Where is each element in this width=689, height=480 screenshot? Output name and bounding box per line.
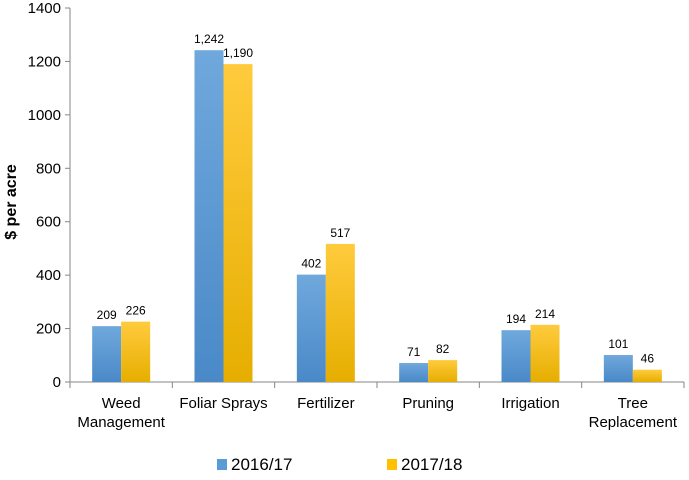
y-tick-label: 800 xyxy=(36,160,61,177)
x-axis: Weed Management Foliar Sprays Fertilizer Pru… xyxy=(77,395,677,431)
legend-swatch xyxy=(387,459,397,470)
bar-2017-18-1 xyxy=(223,64,253,382)
y-axis-label: $ per acre xyxy=(3,164,20,240)
bar-2016-17-2 xyxy=(296,274,326,382)
category-label: Weed xyxy=(102,395,141,412)
y-tick-label: 1000 xyxy=(28,107,61,124)
category-label: Pruning xyxy=(402,395,454,412)
legend-label: 2017/18 xyxy=(401,455,462,474)
data-label: 402 xyxy=(301,257,321,271)
data-labels: 209 1,242 402 71 194 101 226 1,190 517 82 214 46 xyxy=(97,32,655,366)
data-label: 101 xyxy=(608,337,628,351)
bar-2016-17-0 xyxy=(92,326,122,382)
data-label: 82 xyxy=(436,342,450,356)
y-tick-label: 1200 xyxy=(28,53,61,70)
axes xyxy=(69,8,685,388)
bar-2017-18-4 xyxy=(530,324,560,382)
category-label: Tree xyxy=(618,395,648,412)
data-label: 209 xyxy=(97,308,117,322)
legend-swatch xyxy=(217,459,227,470)
bar-2017-18-5 xyxy=(632,369,662,382)
category-label: Replacement xyxy=(589,414,678,431)
bar-2016-17-4 xyxy=(501,330,531,382)
y-tick-label: 1400 xyxy=(28,0,61,17)
bar-2016-17-5 xyxy=(603,355,633,382)
y-tick-label: 200 xyxy=(36,321,61,338)
bar-2016-17-3 xyxy=(399,363,429,382)
y-tick-label: 0 xyxy=(53,374,61,391)
category-label: Fertilizer xyxy=(297,395,355,412)
category-label: Foliar Sprays xyxy=(179,395,267,412)
y-tick-label: 400 xyxy=(36,267,61,284)
y-axis: 0 200 400 600 800 1000 1200 1400 xyxy=(28,0,70,391)
data-label: 1,242 xyxy=(194,32,224,46)
legend: 2016/17 2017/18 xyxy=(217,455,462,474)
legend-label: 2016/17 xyxy=(231,455,292,474)
bar-2017-18-0 xyxy=(121,321,151,382)
bars xyxy=(92,50,662,383)
data-label: 517 xyxy=(330,226,350,240)
category-label: Management xyxy=(77,414,165,431)
bar-2017-18-2 xyxy=(325,243,355,382)
data-label: 214 xyxy=(535,307,555,321)
data-label: 226 xyxy=(126,304,146,318)
category-label: Irrigation xyxy=(501,395,559,412)
data-label: 194 xyxy=(506,312,526,326)
bar-2017-18-3 xyxy=(428,360,458,382)
data-label: 71 xyxy=(407,345,421,359)
y-tick-label: 600 xyxy=(36,214,61,231)
data-label: 1,190 xyxy=(223,46,253,60)
bar-2016-17-1 xyxy=(194,50,224,383)
data-label: 46 xyxy=(641,352,655,366)
